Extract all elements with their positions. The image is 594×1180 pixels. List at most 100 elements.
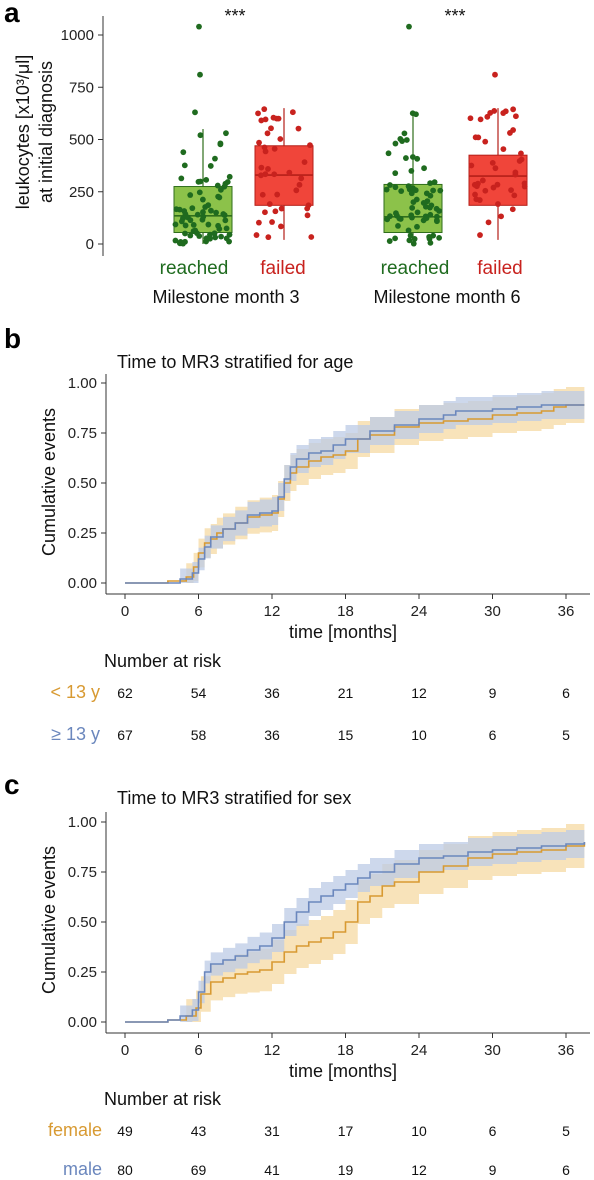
panel-a-point	[226, 173, 233, 180]
panel-a-point	[218, 233, 224, 240]
panel-a-point	[223, 130, 229, 137]
panel-c-km-plot: Time to MR3 stratified for sex Cumulativ…	[39, 788, 590, 1179]
panel-a-point	[207, 235, 213, 242]
panel_b-xtick-label: 24	[411, 603, 428, 620]
panel-a-point	[386, 238, 393, 244]
panel-a-point	[258, 172, 264, 179]
panel-c-title: Time to MR3 stratified for sex	[117, 788, 351, 808]
panel_c-risk-value: 6	[489, 1123, 497, 1139]
panel-a-cat-reached-2: reached	[381, 258, 450, 279]
panel-a-point	[392, 140, 399, 147]
panel_b-risk-value: 6	[562, 685, 570, 701]
panel-a-point	[409, 214, 415, 221]
panel-a-point	[512, 113, 519, 120]
panel-a-point	[490, 184, 497, 191]
panel-a-point	[392, 170, 399, 177]
panel-a-point	[498, 213, 504, 220]
panel-a-point	[197, 71, 203, 78]
panel-a-ytick-label: 250	[69, 184, 94, 201]
panel_c-ytick-label: 1.00	[68, 814, 97, 831]
panel-a-point	[428, 202, 435, 209]
panel-a-point	[266, 201, 273, 207]
panel-b-letter: b	[4, 323, 21, 354]
panel-a-point	[397, 135, 404, 142]
panel_b-risk-value: 58	[191, 727, 207, 743]
panel-a-point	[414, 223, 420, 230]
panel-a-point	[495, 201, 501, 207]
panel-a-point	[471, 181, 478, 188]
panel-a-point	[222, 217, 229, 224]
panel-a-point	[423, 215, 430, 221]
panel-a-sig-1: ***	[224, 6, 245, 26]
panel-a-point	[431, 179, 438, 186]
panel-a-point	[180, 149, 187, 156]
panel-a-point	[407, 232, 414, 239]
panel-a-point	[437, 187, 444, 194]
panel-a-point	[512, 169, 519, 176]
panel-a-point	[403, 137, 410, 143]
panel_b-risk-value: 6	[489, 727, 497, 743]
panel-a-point	[205, 221, 212, 228]
panel-a-point	[509, 206, 516, 213]
panel_b-risk-value: 67	[117, 727, 133, 743]
panel-a-point	[226, 238, 232, 245]
panel_b-xtick-label: 30	[484, 603, 501, 620]
panel-a-point	[271, 171, 278, 178]
panel-c-risk-title: Number at risk	[104, 1089, 222, 1109]
panel-a-point	[203, 176, 210, 183]
panel-a-point	[423, 190, 430, 197]
panel-b-ylabel: Cumulative events	[39, 408, 59, 556]
panel_b-risk-value: 21	[338, 685, 354, 701]
panel-a-point	[197, 178, 204, 185]
panel_c-xtick-label: 18	[337, 1042, 354, 1059]
panel-a-point	[197, 132, 204, 139]
panel-a-point	[220, 211, 227, 217]
panel-a-ytick-label: 0	[86, 236, 94, 253]
panel-a-point	[264, 130, 271, 137]
panel_b-ytick-label: 0.50	[68, 475, 97, 492]
panel_c-risk-value: 17	[338, 1123, 354, 1139]
panel-a-point	[274, 191, 281, 198]
panel-a-point	[430, 187, 436, 194]
panel-a-point	[190, 221, 197, 228]
panel_c-km-line-1	[125, 842, 586, 1023]
panel-a-point	[182, 222, 189, 229]
panel-a-point	[516, 158, 523, 164]
panel-b-xlabel: time [months]	[289, 622, 397, 642]
panel-a-point	[307, 142, 313, 149]
panel-a-letter: a	[4, 0, 20, 28]
panel-a-point	[521, 180, 528, 187]
panel-a-ytick-label: 1000	[61, 27, 94, 44]
panel-a-point	[207, 231, 213, 238]
panel-a-point	[426, 233, 433, 240]
panel_b-xtick-label: 18	[337, 603, 354, 620]
panel-a-point	[385, 150, 392, 157]
panel-a-point	[427, 180, 434, 187]
panel_b-ytick-label: 0.00	[68, 575, 97, 592]
panel-a-point	[212, 234, 219, 241]
panel-a-point	[261, 106, 268, 113]
panel-a-point	[395, 222, 401, 229]
panel-c-xlabel: time [months]	[289, 1061, 397, 1081]
panel-a-point	[467, 115, 474, 122]
panel-a-point	[295, 125, 302, 132]
panel-a-point	[265, 234, 272, 241]
panel-a-point	[215, 222, 222, 229]
panel-a-point	[199, 196, 206, 203]
panel_c-km-line-2	[125, 842, 586, 1023]
panel-a-point	[262, 116, 269, 123]
panel_c-xtick-label: 12	[264, 1042, 281, 1059]
panel_c-risk-value: 10	[411, 1123, 427, 1139]
panel-a-point	[182, 230, 188, 237]
panel-a-point	[413, 196, 420, 203]
panel_c-risk-label-2: male	[63, 1159, 102, 1179]
panel-a-point	[396, 215, 403, 222]
panel_c-xtick-label: 24	[411, 1042, 428, 1059]
panel-a-point	[413, 111, 419, 118]
panel-a-point	[253, 232, 260, 238]
panel_c-xtick-label: 0	[121, 1042, 129, 1059]
panel-a-point	[427, 211, 434, 218]
panel_c-risk-value: 31	[264, 1123, 280, 1139]
panel-a-point	[205, 202, 212, 209]
